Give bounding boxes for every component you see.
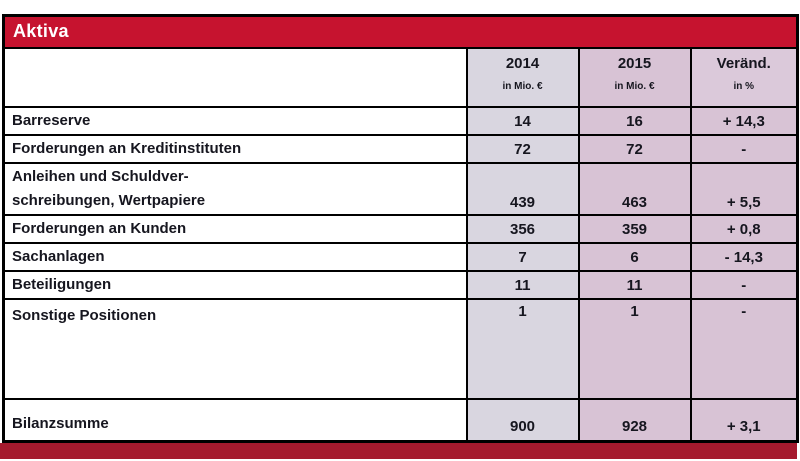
cell-2014: 1 xyxy=(465,298,580,400)
header-change-year: Veränd. xyxy=(716,55,771,72)
cell-2015: 1 xyxy=(577,298,692,400)
row-label-cell: Sonstige Positionen xyxy=(2,298,468,400)
row-label: Anleihen und Schuldver- xyxy=(12,168,189,185)
row-label-cell: Forderungen an Kreditinstituten xyxy=(2,134,468,164)
cell-2015: 72 xyxy=(577,134,692,164)
table-row-anleihen: Anleihen und Schuldver- schreibungen, We… xyxy=(2,162,799,216)
cell-2014: 14 xyxy=(465,106,580,136)
header-change: Veränd. in % xyxy=(689,47,799,108)
row-label-cell: Beteiligungen xyxy=(2,270,468,300)
table-row-forderungen-kreditinstituten: Forderungen an Kreditinstituten 72 72 - xyxy=(2,134,799,164)
row-label-cell: Anleihen und Schuldver- schreibungen, We… xyxy=(2,162,468,216)
cell-2014: 72 xyxy=(465,134,580,164)
total-cell-2015: 928 xyxy=(577,398,692,442)
header-2014-unit: in Mio. € xyxy=(502,81,543,92)
total-row-label: Bilanzsumme xyxy=(12,414,109,432)
table-row-barreserve: Barreserve 14 16 + 14,3 xyxy=(2,106,799,136)
cell-change: + 14,3 xyxy=(689,106,799,136)
table-row-sachanlagen: Sachanlagen 7 6 - 14,3 xyxy=(2,242,799,272)
header-label-spacer xyxy=(2,47,468,108)
header-2015: 2015 in Mio. € xyxy=(577,47,692,108)
table-row-beteiligungen: Beteiligungen 11 11 - xyxy=(2,270,799,300)
cell-2014: 7 xyxy=(465,242,580,272)
row-label-cell: Forderungen an Kunden xyxy=(2,214,468,244)
cell-change: + 5,5 xyxy=(689,162,799,216)
total-cell-change: + 3,1 xyxy=(689,398,799,442)
total-row-label-cell: Bilanzsumme xyxy=(2,398,468,442)
cell-2015: 16 xyxy=(577,106,692,136)
footer-red-bar xyxy=(0,443,797,459)
header-2015-year: 2015 xyxy=(617,55,652,72)
table-title: Aktiva xyxy=(13,21,69,41)
column-header-row: 2014 in Mio. € 2015 in Mio. € Veränd. in… xyxy=(2,47,799,108)
row-label-line2: schreibungen, Wertpapiere xyxy=(12,192,206,209)
cell-2014: 439 xyxy=(465,162,580,216)
cell-2014: 11 xyxy=(465,270,580,300)
header-2014: 2014 in Mio. € xyxy=(465,47,580,108)
cell-2014: 356 xyxy=(465,214,580,244)
cell-2015: 6 xyxy=(577,242,692,272)
row-label: Beteiligungen xyxy=(12,276,112,293)
cell-change: + 0,8 xyxy=(689,214,799,244)
title-row: Aktiva xyxy=(2,14,799,49)
total-cell-2014: 900 xyxy=(465,398,580,442)
table-title-bar: Aktiva xyxy=(2,14,799,49)
row-label: Sonstige Positionen xyxy=(12,307,157,324)
table-row-bilanzsumme: Bilanzsumme 900 928 + 3,1 xyxy=(2,398,799,442)
table-row-sonstige-positionen: Sonstige Positionen 1 1 - xyxy=(2,298,799,400)
header-2014-year: 2014 xyxy=(505,55,540,72)
table-row-forderungen-kunden: Forderungen an Kunden 356 359 + 0,8 xyxy=(2,214,799,244)
cell-2015: 463 xyxy=(577,162,692,216)
row-label: Forderungen an Kreditinstituten xyxy=(12,140,242,157)
row-label: Sachanlagen xyxy=(12,248,105,265)
header-change-unit: in % xyxy=(733,81,755,92)
row-label: Forderungen an Kunden xyxy=(12,220,187,237)
cell-change: - 14,3 xyxy=(689,242,799,272)
cell-2015: 359 xyxy=(577,214,692,244)
row-label: Barreserve xyxy=(12,112,91,129)
aktiva-table: Aktiva 2014 in Mio. € 2015 in Mio. € Ver… xyxy=(2,14,800,443)
row-label-cell: Barreserve xyxy=(2,106,468,136)
row-label-cell: Sachanlagen xyxy=(2,242,468,272)
cell-change: - xyxy=(689,270,799,300)
cell-change: - xyxy=(689,298,799,400)
header-2015-unit: in Mio. € xyxy=(614,81,655,92)
cell-2015: 11 xyxy=(577,270,692,300)
cell-change: - xyxy=(689,134,799,164)
